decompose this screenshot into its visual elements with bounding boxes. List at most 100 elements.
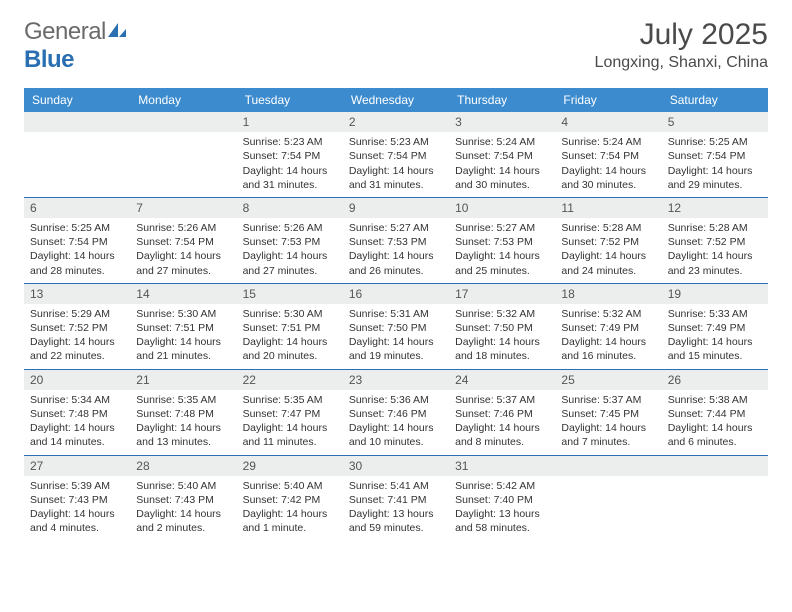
daylight-text: Daylight: 14 hours and 19 minutes. bbox=[349, 335, 443, 363]
day-content: Sunrise: 5:31 AMSunset: 7:50 PMDaylight:… bbox=[343, 304, 449, 369]
weekday-header: Sunday bbox=[24, 88, 130, 112]
day-content: Sunrise: 5:41 AMSunset: 7:41 PMDaylight:… bbox=[343, 476, 449, 541]
sunset-text: Sunset: 7:47 PM bbox=[243, 407, 337, 421]
weekday-header-row: Sunday Monday Tuesday Wednesday Thursday… bbox=[24, 88, 768, 112]
calendar-cell: 20Sunrise: 5:34 AMSunset: 7:48 PMDayligh… bbox=[24, 369, 130, 455]
daylight-text: Daylight: 14 hours and 23 minutes. bbox=[668, 249, 762, 277]
day-content: Sunrise: 5:34 AMSunset: 7:48 PMDaylight:… bbox=[24, 390, 130, 455]
daylight-text: Daylight: 14 hours and 22 minutes. bbox=[30, 335, 124, 363]
day-content: Sunrise: 5:23 AMSunset: 7:54 PMDaylight:… bbox=[343, 132, 449, 197]
title-block: July 2025 Longxing, Shanxi, China bbox=[595, 18, 768, 72]
sunrise-text: Sunrise: 5:25 AM bbox=[668, 135, 762, 149]
sunrise-text: Sunrise: 5:27 AM bbox=[455, 221, 549, 235]
calendar-cell: 27Sunrise: 5:39 AMSunset: 7:43 PMDayligh… bbox=[24, 455, 130, 541]
sunset-text: Sunset: 7:49 PM bbox=[561, 321, 655, 335]
sunset-text: Sunset: 7:52 PM bbox=[561, 235, 655, 249]
sunrise-text: Sunrise: 5:30 AM bbox=[136, 307, 230, 321]
day-content: Sunrise: 5:29 AMSunset: 7:52 PMDaylight:… bbox=[24, 304, 130, 369]
day-number-empty bbox=[555, 455, 661, 476]
sunset-text: Sunset: 7:48 PM bbox=[30, 407, 124, 421]
day-number: 9 bbox=[343, 197, 449, 218]
sunrise-text: Sunrise: 5:32 AM bbox=[455, 307, 549, 321]
calendar-cell: 3Sunrise: 5:24 AMSunset: 7:54 PMDaylight… bbox=[449, 112, 555, 197]
day-number: 31 bbox=[449, 455, 555, 476]
daylight-text: Daylight: 14 hours and 30 minutes. bbox=[455, 164, 549, 192]
calendar-cell: 13Sunrise: 5:29 AMSunset: 7:52 PMDayligh… bbox=[24, 283, 130, 369]
day-content: Sunrise: 5:25 AMSunset: 7:54 PMDaylight:… bbox=[24, 218, 130, 283]
day-content: Sunrise: 5:40 AMSunset: 7:43 PMDaylight:… bbox=[130, 476, 236, 541]
day-content: Sunrise: 5:28 AMSunset: 7:52 PMDaylight:… bbox=[662, 218, 768, 283]
sunset-text: Sunset: 7:49 PM bbox=[668, 321, 762, 335]
daylight-text: Daylight: 14 hours and 1 minute. bbox=[243, 507, 337, 535]
sunset-text: Sunset: 7:44 PM bbox=[668, 407, 762, 421]
daylight-text: Daylight: 14 hours and 15 minutes. bbox=[668, 335, 762, 363]
day-number: 12 bbox=[662, 197, 768, 218]
calendar-row: 6Sunrise: 5:25 AMSunset: 7:54 PMDaylight… bbox=[24, 197, 768, 283]
calendar-body: 1Sunrise: 5:23 AMSunset: 7:54 PMDaylight… bbox=[24, 112, 768, 540]
day-content: Sunrise: 5:36 AMSunset: 7:46 PMDaylight:… bbox=[343, 390, 449, 455]
sunset-text: Sunset: 7:53 PM bbox=[455, 235, 549, 249]
sunset-text: Sunset: 7:46 PM bbox=[455, 407, 549, 421]
weekday-header: Wednesday bbox=[343, 88, 449, 112]
daylight-text: Daylight: 14 hours and 2 minutes. bbox=[136, 507, 230, 535]
calendar-cell: 1Sunrise: 5:23 AMSunset: 7:54 PMDaylight… bbox=[237, 112, 343, 197]
day-content: Sunrise: 5:24 AMSunset: 7:54 PMDaylight:… bbox=[555, 132, 661, 197]
day-content: Sunrise: 5:26 AMSunset: 7:54 PMDaylight:… bbox=[130, 218, 236, 283]
sunset-text: Sunset: 7:54 PM bbox=[349, 149, 443, 163]
brand-logo: GeneralBlue bbox=[24, 18, 128, 74]
sunrise-text: Sunrise: 5:26 AM bbox=[243, 221, 337, 235]
day-number: 24 bbox=[449, 369, 555, 390]
sunset-text: Sunset: 7:54 PM bbox=[243, 149, 337, 163]
sunset-text: Sunset: 7:40 PM bbox=[455, 493, 549, 507]
day-content: Sunrise: 5:24 AMSunset: 7:54 PMDaylight:… bbox=[449, 132, 555, 197]
sunrise-text: Sunrise: 5:30 AM bbox=[243, 307, 337, 321]
day-number: 18 bbox=[555, 283, 661, 304]
weekday-header: Saturday bbox=[662, 88, 768, 112]
day-number: 5 bbox=[662, 112, 768, 132]
calendar-cell: 31Sunrise: 5:42 AMSunset: 7:40 PMDayligh… bbox=[449, 455, 555, 541]
day-number-empty bbox=[24, 112, 130, 132]
sunset-text: Sunset: 7:53 PM bbox=[349, 235, 443, 249]
daylight-text: Daylight: 14 hours and 18 minutes. bbox=[455, 335, 549, 363]
sunset-text: Sunset: 7:51 PM bbox=[136, 321, 230, 335]
daylight-text: Daylight: 14 hours and 31 minutes. bbox=[243, 164, 337, 192]
day-content: Sunrise: 5:40 AMSunset: 7:42 PMDaylight:… bbox=[237, 476, 343, 541]
sunrise-text: Sunrise: 5:28 AM bbox=[561, 221, 655, 235]
sunrise-text: Sunrise: 5:24 AM bbox=[561, 135, 655, 149]
calendar-cell: 11Sunrise: 5:28 AMSunset: 7:52 PMDayligh… bbox=[555, 197, 661, 283]
daylight-text: Daylight: 14 hours and 11 minutes. bbox=[243, 421, 337, 449]
calendar-cell: 30Sunrise: 5:41 AMSunset: 7:41 PMDayligh… bbox=[343, 455, 449, 541]
sunrise-text: Sunrise: 5:37 AM bbox=[561, 393, 655, 407]
sunrise-text: Sunrise: 5:23 AM bbox=[243, 135, 337, 149]
day-content: Sunrise: 5:25 AMSunset: 7:54 PMDaylight:… bbox=[662, 132, 768, 197]
sunset-text: Sunset: 7:53 PM bbox=[243, 235, 337, 249]
day-number: 10 bbox=[449, 197, 555, 218]
day-number: 15 bbox=[237, 283, 343, 304]
calendar-cell: 14Sunrise: 5:30 AMSunset: 7:51 PMDayligh… bbox=[130, 283, 236, 369]
day-number: 20 bbox=[24, 369, 130, 390]
day-content: Sunrise: 5:23 AMSunset: 7:54 PMDaylight:… bbox=[237, 132, 343, 197]
day-content: Sunrise: 5:37 AMSunset: 7:45 PMDaylight:… bbox=[555, 390, 661, 455]
day-content: Sunrise: 5:32 AMSunset: 7:50 PMDaylight:… bbox=[449, 304, 555, 369]
sunrise-text: Sunrise: 5:39 AM bbox=[30, 479, 124, 493]
sunrise-text: Sunrise: 5:28 AM bbox=[668, 221, 762, 235]
sunset-text: Sunset: 7:54 PM bbox=[561, 149, 655, 163]
calendar-cell: 17Sunrise: 5:32 AMSunset: 7:50 PMDayligh… bbox=[449, 283, 555, 369]
calendar-cell: 25Sunrise: 5:37 AMSunset: 7:45 PMDayligh… bbox=[555, 369, 661, 455]
day-number: 16 bbox=[343, 283, 449, 304]
calendar-row: 1Sunrise: 5:23 AMSunset: 7:54 PMDaylight… bbox=[24, 112, 768, 197]
day-content: Sunrise: 5:38 AMSunset: 7:44 PMDaylight:… bbox=[662, 390, 768, 455]
calendar-cell: 8Sunrise: 5:26 AMSunset: 7:53 PMDaylight… bbox=[237, 197, 343, 283]
day-number-empty bbox=[662, 455, 768, 476]
day-content: Sunrise: 5:39 AMSunset: 7:43 PMDaylight:… bbox=[24, 476, 130, 541]
daylight-text: Daylight: 14 hours and 27 minutes. bbox=[136, 249, 230, 277]
day-number: 21 bbox=[130, 369, 236, 390]
calendar-row: 13Sunrise: 5:29 AMSunset: 7:52 PMDayligh… bbox=[24, 283, 768, 369]
daylight-text: Daylight: 14 hours and 14 minutes. bbox=[30, 421, 124, 449]
calendar-cell: 21Sunrise: 5:35 AMSunset: 7:48 PMDayligh… bbox=[130, 369, 236, 455]
daylight-text: Daylight: 14 hours and 30 minutes. bbox=[561, 164, 655, 192]
sunset-text: Sunset: 7:52 PM bbox=[668, 235, 762, 249]
sunset-text: Sunset: 7:46 PM bbox=[349, 407, 443, 421]
day-number: 4 bbox=[555, 112, 661, 132]
daylight-text: Daylight: 14 hours and 7 minutes. bbox=[561, 421, 655, 449]
